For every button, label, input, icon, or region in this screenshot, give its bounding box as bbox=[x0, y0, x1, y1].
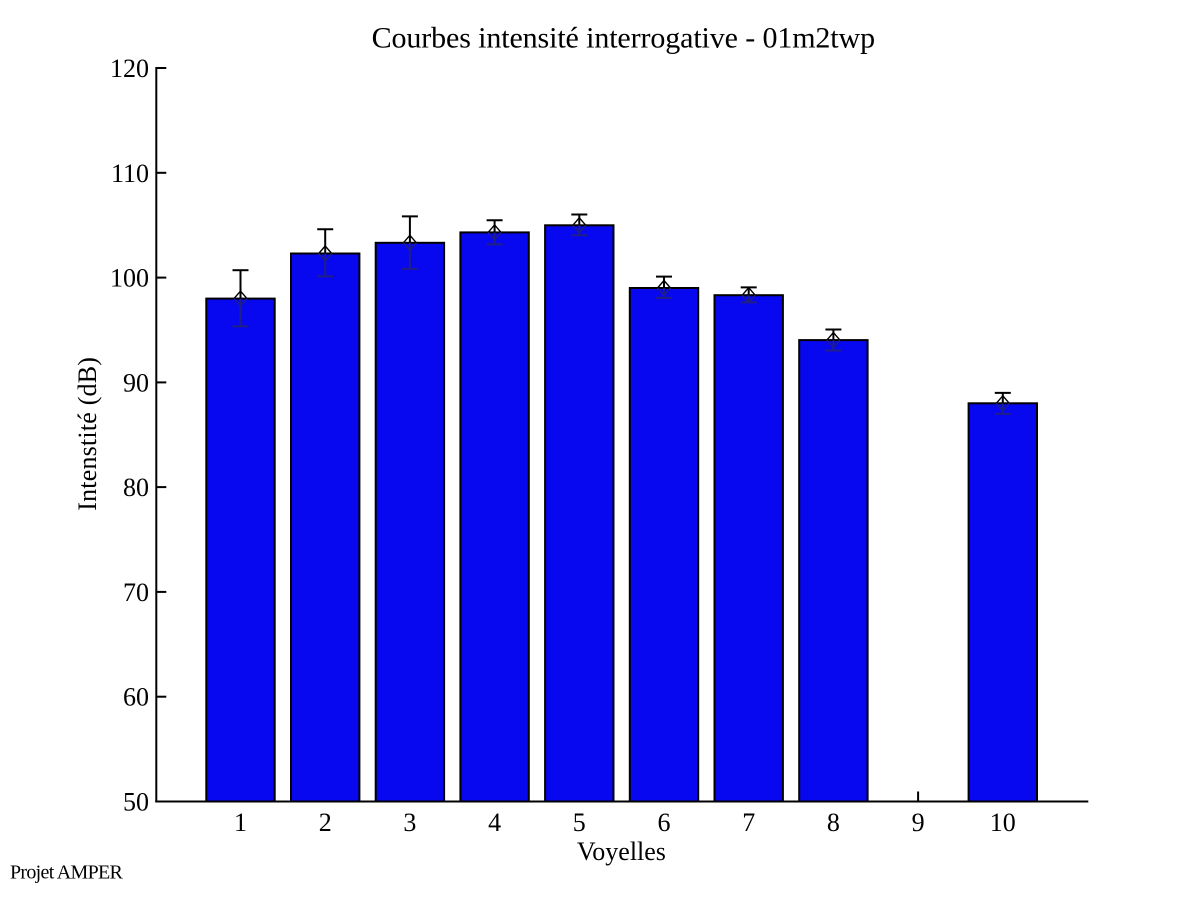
svg-text:2: 2 bbox=[319, 808, 332, 837]
svg-text:7: 7 bbox=[742, 808, 755, 837]
svg-text:3: 3 bbox=[403, 808, 416, 837]
svg-text:5: 5 bbox=[573, 808, 586, 837]
svg-text:50: 50 bbox=[123, 788, 149, 817]
svg-text:Intenstité (dB): Intenstité (dB) bbox=[73, 357, 102, 511]
svg-text:8: 8 bbox=[827, 808, 840, 837]
svg-text:80: 80 bbox=[123, 473, 149, 502]
svg-text:Voyelles: Voyelles bbox=[577, 837, 666, 866]
svg-text:6: 6 bbox=[658, 808, 671, 837]
svg-text:1: 1 bbox=[234, 808, 247, 837]
svg-text:Courbes intensité interrogativ: Courbes intensité interrogative - 01m2tw… bbox=[372, 21, 875, 54]
svg-text:100: 100 bbox=[110, 264, 149, 293]
svg-text:60: 60 bbox=[123, 683, 149, 712]
svg-text:4: 4 bbox=[488, 808, 501, 837]
svg-text:10: 10 bbox=[990, 808, 1016, 837]
svg-text:90: 90 bbox=[123, 368, 149, 397]
svg-text:Projet AMPER: Projet AMPER bbox=[10, 861, 124, 883]
svg-text:9: 9 bbox=[912, 808, 925, 837]
svg-text:110: 110 bbox=[111, 159, 149, 188]
svg-text:120: 120 bbox=[110, 54, 149, 83]
svg-text:70: 70 bbox=[123, 578, 149, 607]
